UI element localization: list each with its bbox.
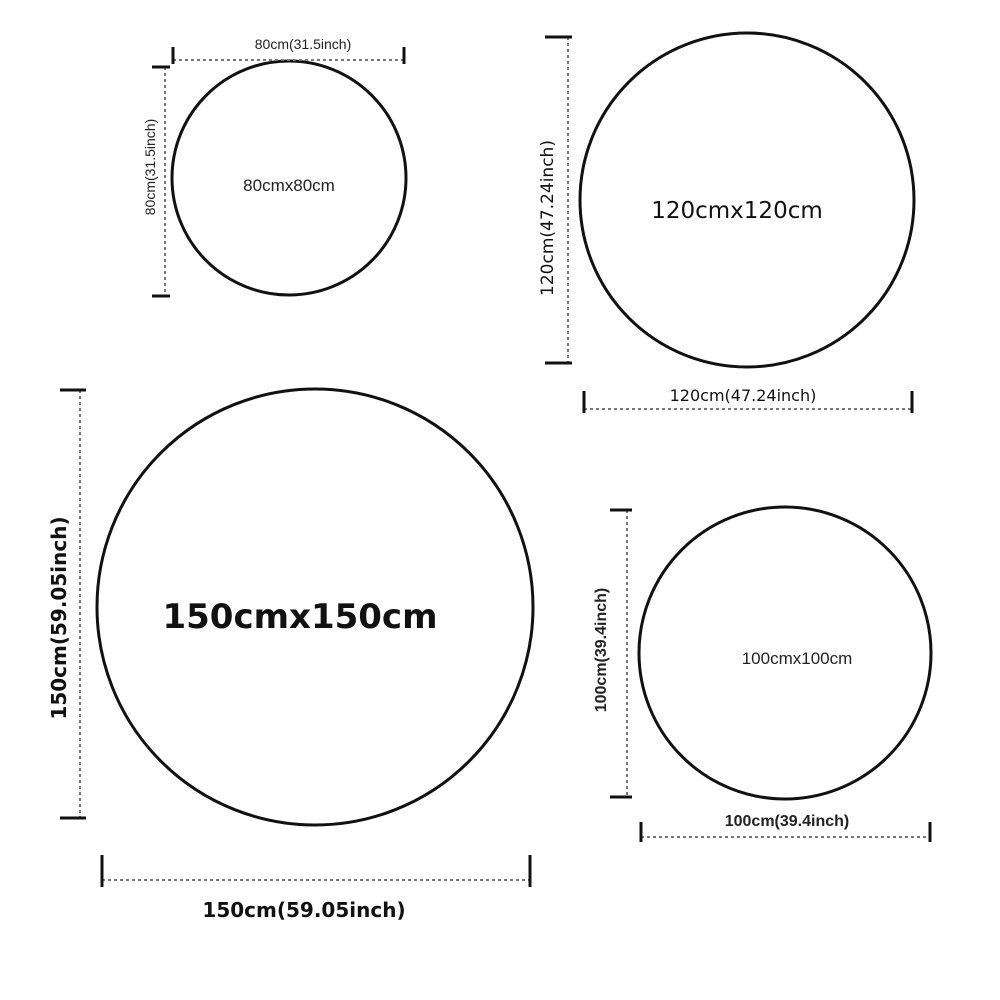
circle-80-group: 80cmx80cm 80cm(31.5inch) 80cm(31.5inch) xyxy=(142,36,408,298)
circle-100-label: 100cmx100cm xyxy=(742,649,853,668)
height-label-100: 100cm(39.4inch) xyxy=(593,588,610,713)
circle-120-group: 120cmx120cm 120cm(47.24inch) 120cm(47.24… xyxy=(538,31,916,413)
width-label-100: 100cm(39.4inch) xyxy=(725,813,850,830)
circle-100 xyxy=(637,505,933,801)
circle-150-group: 150cmx150cm 150cm(59.05inch) 150cm(59.05… xyxy=(47,387,535,922)
circle-80-label: 80cmx80cm xyxy=(243,176,335,195)
height-label-150: 150cm(59.05inch) xyxy=(47,516,71,719)
circle-100-group: 100cmx100cm 100cm(39.4inch) 100cm(39.4in… xyxy=(593,505,933,842)
circle-150-label: 150cmx150cm xyxy=(162,597,437,637)
width-label-150: 150cm(59.05inch) xyxy=(202,898,405,922)
circle-120-label: 120cmx120cm xyxy=(651,198,823,224)
circle-120 xyxy=(578,31,916,369)
width-label-120: 120cm(47.24inch) xyxy=(670,386,817,405)
width-label-80: 80cm(31.5inch) xyxy=(255,36,352,52)
circle-150 xyxy=(95,387,535,827)
height-label-120: 120cm(47.24inch) xyxy=(538,140,558,296)
height-label-80: 80cm(31.5inch) xyxy=(142,119,158,216)
